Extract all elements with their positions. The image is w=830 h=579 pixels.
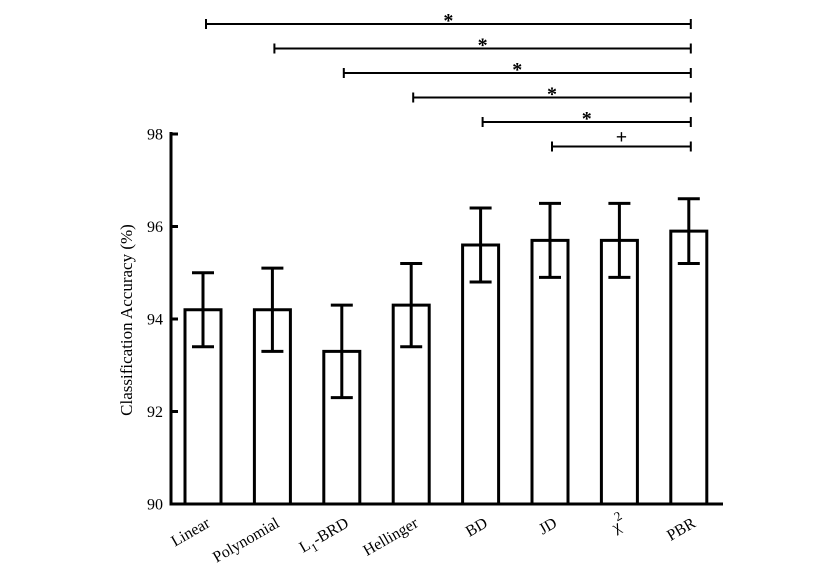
y-tick-label-94: 94 bbox=[147, 312, 163, 329]
y-tick-label-96: 96 bbox=[147, 219, 163, 236]
x-tick-label-5: JD bbox=[536, 515, 560, 539]
sig-mark-0: * bbox=[443, 10, 453, 32]
x-tick-label-0: Linear bbox=[168, 514, 213, 550]
bar-4 bbox=[461, 243, 501, 506]
x-tick-label-7: PBR bbox=[664, 515, 699, 545]
bar-5 bbox=[530, 238, 570, 506]
sig-mark-1: * bbox=[478, 35, 488, 57]
y-tick-label-98: 98 bbox=[147, 127, 163, 144]
y-axis-label: Classification Accuracy (%) bbox=[117, 224, 136, 416]
sig-mark-2: * bbox=[512, 59, 522, 81]
x-tick-label-rest-2: -BRD bbox=[310, 515, 352, 549]
x-tick-label-main-5: JD bbox=[536, 515, 560, 539]
x-tick-label-6: χ2 bbox=[604, 508, 629, 537]
sig-mark-5: + bbox=[616, 127, 627, 149]
x-tick-label-main-7: PBR bbox=[664, 515, 699, 545]
x-tick-label-1: Polynomial bbox=[210, 514, 283, 566]
x-tick-label-main-3: Hellinger bbox=[360, 514, 421, 559]
sig-mark-3: * bbox=[547, 84, 557, 106]
x-tick-label-2: L1-BRD bbox=[297, 515, 354, 560]
sig-mark-4: * bbox=[582, 108, 592, 130]
y-tick-label-92: 92 bbox=[147, 404, 163, 421]
x-tick-label-main-1: Polynomial bbox=[210, 514, 283, 566]
x-tick-label-main-4: BD bbox=[463, 515, 491, 541]
x-tick-label-4: BD bbox=[463, 515, 491, 541]
y-tick-label-90: 90 bbox=[147, 497, 163, 514]
bar-6 bbox=[599, 238, 639, 506]
bars-group bbox=[183, 229, 709, 506]
significance-brackets: * * * * * + bbox=[205, 10, 692, 152]
x-tick-label-main-0: Linear bbox=[168, 514, 213, 550]
bar-7 bbox=[669, 229, 709, 506]
error-bars-group bbox=[192, 197, 700, 400]
x-tick-label-3: Hellinger bbox=[360, 514, 421, 559]
